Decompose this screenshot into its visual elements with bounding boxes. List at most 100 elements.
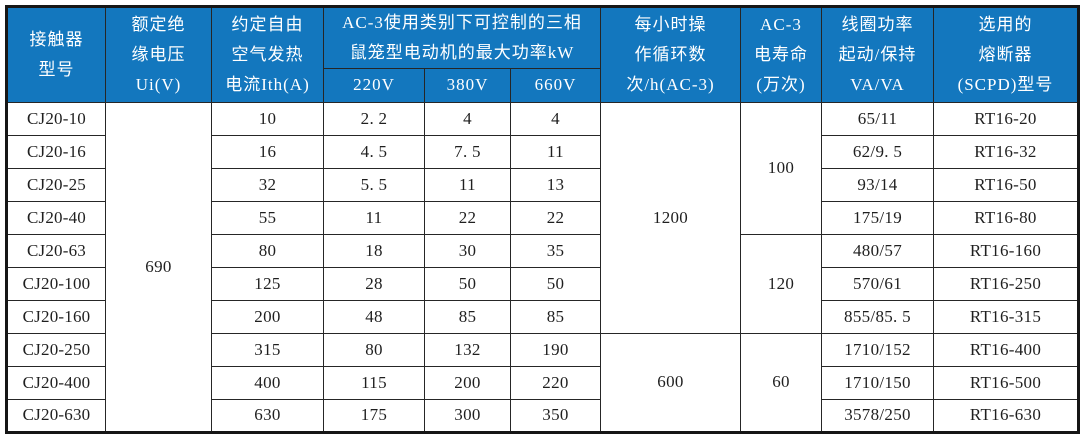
header-380v: 380V — [424, 67, 511, 103]
cell-kw660: 4 — [510, 101, 601, 136]
cell-ith: 10 — [211, 101, 324, 136]
cell-coil: 93/14 — [821, 167, 934, 202]
cell-kw220: 18 — [323, 233, 425, 268]
cell-fuse: RT16-315 — [933, 299, 1079, 334]
cell-fuse: RT16-500 — [933, 365, 1079, 400]
cell-kw660: 190 — [510, 332, 601, 367]
table-row: CJ20-16 16 4. 5 7. 5 11 62/9. 5 RT16-32 — [6, 134, 1079, 169]
cell-model: CJ20-400 — [6, 365, 106, 400]
cell-kw220: 2. 2 — [323, 101, 425, 136]
cell-ith: 200 — [211, 299, 324, 334]
cell-life-merged-100: 100 — [740, 101, 822, 235]
cell-model: CJ20-10 — [6, 101, 106, 136]
header-thermal-current: 约定自由 空气发热 电流Ith(A) — [211, 6, 324, 103]
cell-life-merged-120: 120 — [740, 233, 822, 334]
header-ac3-max-power-group: AC-3使用类别下可控制的三相 鼠笼型电动机的最大功率kW — [323, 6, 601, 69]
table-header: 接触器 型号 额定绝 缘电压 Ui(V) 约定自由 空气发热 电流Ith(A) … — [6, 6, 1079, 103]
cell-kw660: 350 — [510, 398, 601, 433]
cell-fuse: RT16-630 — [933, 398, 1079, 433]
cell-cycles-merged-600: 600 — [600, 332, 741, 433]
table-row: CJ20-250 315 80 132 190 600 60 1710/152 … — [6, 332, 1079, 433]
header-660v: 660V — [510, 67, 601, 103]
cell-fuse: RT16-250 — [933, 266, 1079, 301]
cell-ith: 630 — [211, 398, 324, 433]
cell-cycles-merged-1200: 1200 — [600, 101, 741, 334]
contactor-spec-table: 接触器 型号 额定绝 缘电压 Ui(V) 约定自由 空气发热 电流Ith(A) … — [5, 5, 1080, 434]
cell-fuse: RT16-80 — [933, 200, 1079, 235]
cell-model: CJ20-250 — [6, 332, 106, 367]
header-electrical-life: AC-3 电寿命 (万次) — [740, 6, 822, 103]
cell-ith: 315 — [211, 332, 324, 367]
header-coil-power: 线圈功率 起动/保持 VA/VA — [821, 6, 934, 103]
header-fuse-model: 选用的 熔断器 (SCPD)型号 — [933, 6, 1079, 103]
cell-model: CJ20-40 — [6, 200, 106, 235]
cell-kw380: 30 — [424, 233, 511, 268]
cell-kw380: 4 — [424, 101, 511, 136]
cell-kw220: 175 — [323, 398, 425, 433]
cell-coil: 855/85. 5 — [821, 299, 934, 334]
cell-kw660: 13 — [510, 167, 601, 202]
table-row: CJ20-10 690 10 2. 2 4 4 1200 100 65/11 R… — [6, 101, 1079, 433]
header-rated-insulation-voltage: 额定绝 缘电压 Ui(V) — [105, 6, 212, 103]
cell-kw660: 220 — [510, 365, 601, 400]
table-body: CJ20-10 690 10 2. 2 4 4 1200 100 65/11 R… — [6, 101, 1079, 433]
cell-model: CJ20-25 — [6, 167, 106, 202]
cell-model: CJ20-160 — [6, 299, 106, 334]
header-220v: 220V — [323, 67, 425, 103]
cell-fuse: RT16-400 — [933, 332, 1079, 367]
cell-kw380: 50 — [424, 266, 511, 301]
cell-ith: 16 — [211, 134, 324, 169]
cell-ith: 55 — [211, 200, 324, 235]
cell-kw220: 115 — [323, 365, 425, 400]
cell-kw380: 11 — [424, 167, 511, 202]
cell-life-merged-60: 60 — [740, 332, 822, 433]
cell-coil: 3578/250 — [821, 398, 934, 433]
cell-model: CJ20-100 — [6, 266, 106, 301]
cell-kw220: 80 — [323, 332, 425, 367]
cell-fuse: RT16-32 — [933, 134, 1079, 169]
cell-ith: 80 — [211, 233, 324, 268]
table-row: CJ20-40 55 11 22 22 175/19 RT16-80 — [6, 200, 1079, 235]
table-row: CJ20-25 32 5. 5 11 13 93/14 RT16-50 — [6, 167, 1079, 202]
cell-kw220: 28 — [323, 266, 425, 301]
cell-kw660: 50 — [510, 266, 601, 301]
cell-kw660: 22 — [510, 200, 601, 235]
cell-kw380: 200 — [424, 365, 511, 400]
cell-ith: 125 — [211, 266, 324, 301]
cell-kw380: 85 — [424, 299, 511, 334]
cell-coil: 65/11 — [821, 101, 934, 136]
cell-kw380: 22 — [424, 200, 511, 235]
cell-model: CJ20-63 — [6, 233, 106, 268]
cell-model: CJ20-630 — [6, 398, 106, 433]
cell-coil: 1710/152 — [821, 332, 934, 367]
cell-kw380: 132 — [424, 332, 511, 367]
cell-coil: 480/57 — [821, 233, 934, 268]
cell-kw220: 48 — [323, 299, 425, 334]
header-model: 接触器 型号 — [6, 6, 106, 103]
cell-kw380: 7. 5 — [424, 134, 511, 169]
cell-kw220: 11 — [323, 200, 425, 235]
cell-model: CJ20-16 — [6, 134, 106, 169]
cell-ui-merged: 690 — [105, 101, 212, 433]
table-row: CJ20-63 80 18 30 35 120 480/57 RT16-160 — [6, 233, 1079, 334]
table-row: CJ20-400 400 115 200 220 1710/150 RT16-5… — [6, 365, 1079, 400]
cell-fuse: RT16-160 — [933, 233, 1079, 268]
table-row: CJ20-100 125 28 50 50 570/61 RT16-250 — [6, 266, 1079, 301]
cell-coil: 1710/150 — [821, 365, 934, 400]
cell-coil: 175/19 — [821, 200, 934, 235]
cell-ith: 400 — [211, 365, 324, 400]
cell-kw380: 300 — [424, 398, 511, 433]
cell-fuse: RT16-20 — [933, 101, 1079, 136]
table-row: CJ20-630 630 175 300 350 3578/250 RT16-6… — [6, 398, 1079, 433]
cell-kw660: 85 — [510, 299, 601, 334]
header-cycles-per-hour: 每小时操 作循环数 次/h(AC-3) — [600, 6, 741, 103]
cell-ith: 32 — [211, 167, 324, 202]
cell-kw220: 4. 5 — [323, 134, 425, 169]
cell-coil: 62/9. 5 — [821, 134, 934, 169]
cell-kw660: 35 — [510, 233, 601, 268]
cell-kw660: 11 — [510, 134, 601, 169]
cell-fuse: RT16-50 — [933, 167, 1079, 202]
cell-coil: 570/61 — [821, 266, 934, 301]
cell-kw220: 5. 5 — [323, 167, 425, 202]
